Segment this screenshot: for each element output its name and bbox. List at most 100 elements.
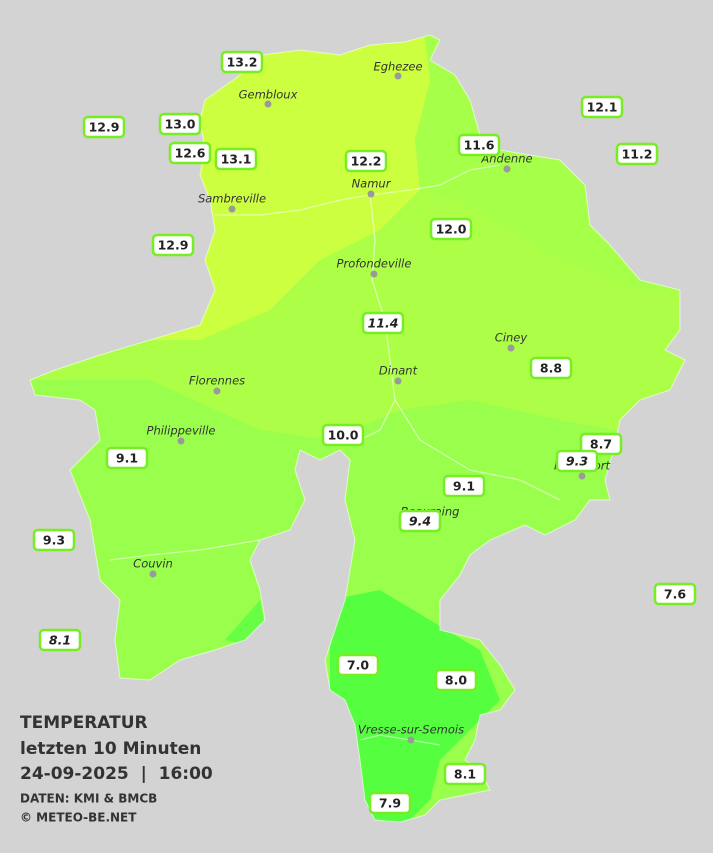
station-value: 9.3	[566, 454, 588, 469]
town-dot	[578, 472, 586, 480]
station: 11.6	[457, 133, 501, 157]
station: 8.0	[434, 668, 478, 692]
station: 13.0	[158, 112, 202, 136]
town-dot	[177, 437, 185, 445]
station-value: 13.1	[221, 152, 252, 167]
station: 9.1	[442, 474, 486, 498]
station: 12.9	[82, 115, 126, 139]
station-value: 8.7	[590, 437, 612, 452]
station-badge	[105, 446, 149, 470]
station-value: 10.0	[328, 428, 359, 443]
station-badge	[82, 115, 126, 139]
station: 8.1	[38, 628, 82, 652]
station: 12.0	[429, 217, 473, 241]
station-badge	[158, 112, 202, 136]
station-badge	[434, 668, 478, 692]
town-dot	[503, 165, 511, 173]
rivers	[109, 164, 561, 746]
station: 12.9	[151, 233, 195, 257]
town-label: Dinant	[379, 364, 418, 378]
station-value: 7.0	[347, 658, 369, 673]
station: 7.9	[368, 791, 412, 815]
station-value: 13.2	[227, 55, 258, 70]
station: 9.1	[105, 446, 149, 470]
station-value: 7.6	[664, 587, 686, 602]
station-value: 11.4	[368, 316, 399, 331]
map-subtitle: letzten 10 Minuten	[20, 739, 201, 759]
town-label: Profondeville	[337, 257, 412, 271]
map-title: TEMPERATUR	[20, 713, 148, 733]
town-dot	[228, 205, 236, 213]
station: 8.7	[579, 432, 623, 456]
station-badge	[457, 133, 501, 157]
station-badge	[214, 147, 258, 171]
station-value: 11.2	[622, 147, 653, 162]
credit: © METEO-BE.NET	[20, 811, 137, 825]
town-label: Philippeville	[147, 424, 216, 438]
town-label: Ciney	[495, 331, 528, 345]
station-value: 12.1	[587, 100, 618, 115]
station-badge	[336, 653, 380, 677]
town-label: Gembloux	[239, 88, 298, 102]
station-value: 12.9	[89, 120, 120, 135]
station: 9.3	[555, 449, 599, 473]
station: 11.4	[361, 311, 405, 335]
station-badge	[529, 356, 573, 380]
map-datetime: 24-09-2025 | 16:00	[20, 764, 213, 784]
town-dot	[394, 72, 402, 80]
station: 9.4	[398, 509, 442, 533]
station: 11.2	[615, 142, 659, 166]
station: 12.2	[344, 149, 388, 173]
town-label: Eghezee	[373, 60, 422, 74]
station-badge	[442, 474, 486, 498]
station-value: 8.1	[49, 633, 71, 648]
station: 9.3	[32, 528, 76, 552]
town-label: Florennes	[189, 374, 245, 388]
station-badge	[555, 449, 599, 473]
town-label: Vresse-sur-Semois	[358, 723, 464, 737]
station-badge	[361, 311, 405, 335]
station-badge	[38, 628, 82, 652]
station-badge	[443, 762, 487, 786]
station-badge	[579, 432, 623, 456]
town-dot	[367, 190, 375, 198]
station-badge	[32, 528, 76, 552]
town-dot	[213, 387, 221, 395]
station: 10.0	[321, 423, 365, 447]
town-dot	[407, 736, 415, 744]
station-badge	[580, 95, 624, 119]
station-value: 13.0	[165, 117, 196, 132]
station-value: 12.2	[351, 154, 382, 169]
town-dot	[394, 377, 402, 385]
town-label: Namur	[352, 177, 392, 191]
town-dot	[149, 570, 157, 578]
station-badge	[368, 791, 412, 815]
station: 7.6	[653, 582, 697, 606]
station-badge	[344, 149, 388, 173]
station-value: 9.4	[409, 514, 431, 529]
station-value: 9.3	[43, 533, 65, 548]
station-badge	[398, 509, 442, 533]
station-value: 8.1	[454, 767, 476, 782]
station-value: 12.9	[158, 238, 189, 253]
station-badge	[220, 50, 264, 74]
town-dot	[507, 344, 515, 352]
station: 8.8	[529, 356, 573, 380]
station-value: 7.9	[379, 796, 401, 811]
town-dot	[264, 100, 272, 108]
station-value: 9.1	[116, 451, 138, 466]
station-badge	[321, 423, 365, 447]
station: 7.0	[336, 653, 380, 677]
station-value: 9.1	[453, 479, 475, 494]
station: 8.1	[443, 762, 487, 786]
station: 12.6	[168, 141, 212, 165]
station-badge	[429, 217, 473, 241]
station-badge	[653, 582, 697, 606]
station-value: 12.0	[436, 222, 467, 237]
station-value: 8.0	[445, 673, 467, 688]
station-value: 11.6	[464, 138, 495, 153]
station-value: 8.8	[540, 361, 562, 376]
town-label: Sambreville	[198, 192, 266, 206]
station-badge	[615, 142, 659, 166]
